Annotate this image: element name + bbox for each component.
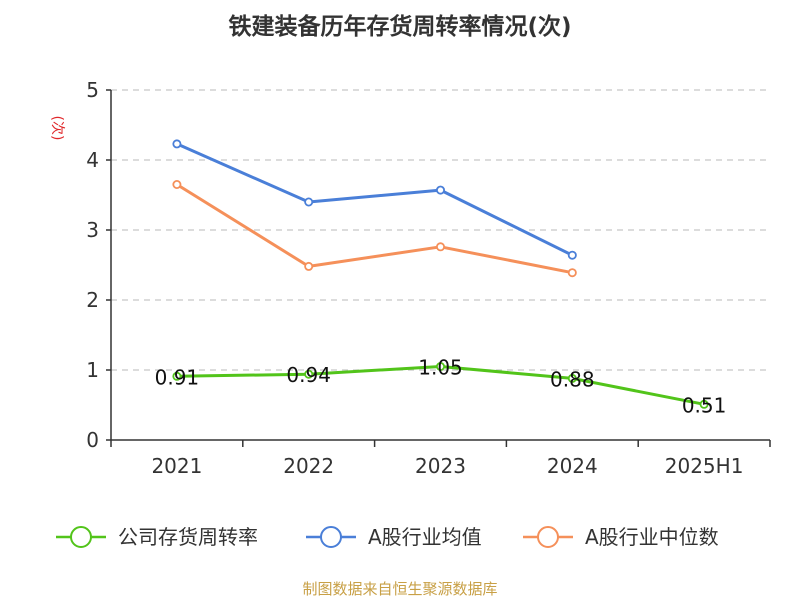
legend-swatch-marker	[70, 526, 92, 548]
data-point	[304, 369, 314, 379]
y-tick-label: 2	[86, 288, 99, 312]
data-point	[567, 268, 577, 278]
data-label: 1.05	[418, 356, 463, 380]
source-note: 制图数据来自恒生聚源数据库	[302, 580, 497, 598]
data-point	[567, 373, 577, 383]
legend-swatch-marker	[320, 526, 342, 548]
data-point	[567, 250, 577, 260]
data-point	[304, 197, 314, 207]
legend-swatch-marker	[537, 526, 559, 548]
x-tick-label: 2023	[415, 454, 466, 478]
grid-lines	[111, 89, 770, 371]
data-point	[172, 371, 182, 381]
x-tick-label: 2022	[283, 454, 334, 478]
axes: 0 1 2 3 4 5 2021 2022 2023 2024 2025H1	[86, 78, 771, 478]
y-tick-label: 5	[86, 78, 99, 102]
x-tick-label: 2024	[547, 454, 598, 478]
chart-title: 铁建装备历年存货周转率情况(次)	[228, 13, 571, 40]
data-point	[435, 361, 445, 371]
data-label: 0.51	[682, 393, 727, 417]
data-label: 0.94	[286, 363, 331, 387]
x-tick-label: 2025H1	[665, 454, 744, 478]
data-point	[435, 185, 445, 195]
x-tick-label: 2021	[151, 454, 202, 478]
data-point	[172, 139, 182, 149]
legend: 公司存货周转率 A股行业均值 A股行业中位数	[56, 525, 719, 549]
legend-label: A股行业均值	[368, 525, 482, 549]
series-line	[176, 183, 573, 275]
y-tick-label: 0	[86, 428, 99, 452]
legend-label: A股行业中位数	[585, 525, 719, 549]
y-tick-label: 4	[86, 148, 99, 172]
y-tick-label: 3	[86, 218, 99, 242]
data-label: 0.88	[550, 367, 595, 391]
legend-label: 公司存货周转率	[118, 525, 258, 549]
y-axis-unit: (次)	[49, 116, 65, 141]
data-point	[304, 261, 314, 271]
data-point	[435, 242, 445, 252]
data-label: 0.91	[155, 365, 200, 389]
y-tick-label: 1	[86, 358, 99, 382]
series-lines	[172, 139, 709, 409]
data-point	[172, 179, 182, 189]
data-labels: 0.91 0.94 1.05 0.88 0.51	[155, 356, 727, 418]
data-point	[699, 399, 709, 409]
series-line	[176, 142, 573, 257]
